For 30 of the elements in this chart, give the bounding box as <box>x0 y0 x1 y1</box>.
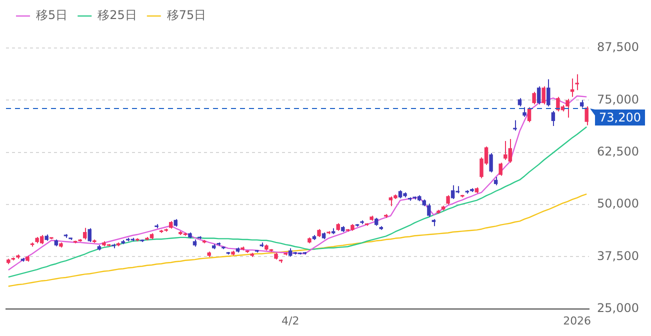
y-tick-label: 75,000 <box>597 92 640 106</box>
candlestick <box>513 120 517 132</box>
y-tick-label: 50,000 <box>597 196 640 211</box>
candlestick <box>498 162 502 176</box>
candlestick <box>427 203 431 218</box>
candlestick <box>575 74 579 91</box>
candlestick <box>446 194 450 205</box>
candlestick <box>88 228 92 243</box>
y-tick-label: 87,500 <box>597 40 640 54</box>
legend-label: 移5日 <box>36 8 68 22</box>
candlestick <box>532 91 536 105</box>
legend-label: 移75日 <box>166 8 206 22</box>
legend-label: 移25日 <box>98 8 137 22</box>
y-tick-label: 62,500 <box>597 144 640 158</box>
y-tick-label: 37,500 <box>597 248 640 263</box>
candlestick <box>527 106 532 123</box>
candlestick <box>566 98 570 118</box>
candlestick <box>546 78 550 107</box>
candlestick <box>536 86 541 105</box>
x-tick-label: 4/2 <box>281 314 300 328</box>
candlestick <box>82 227 87 240</box>
candlestick <box>542 86 546 105</box>
candlestick <box>570 78 574 98</box>
candlestick <box>489 152 493 173</box>
x-tick-label: 2026 <box>563 314 592 328</box>
y-tick-label: 25,000 <box>597 300 640 315</box>
candlestick <box>584 106 588 126</box>
ref-line-label: 73,200 <box>599 110 642 125</box>
candlestick <box>522 106 526 118</box>
candlestick <box>551 110 556 127</box>
